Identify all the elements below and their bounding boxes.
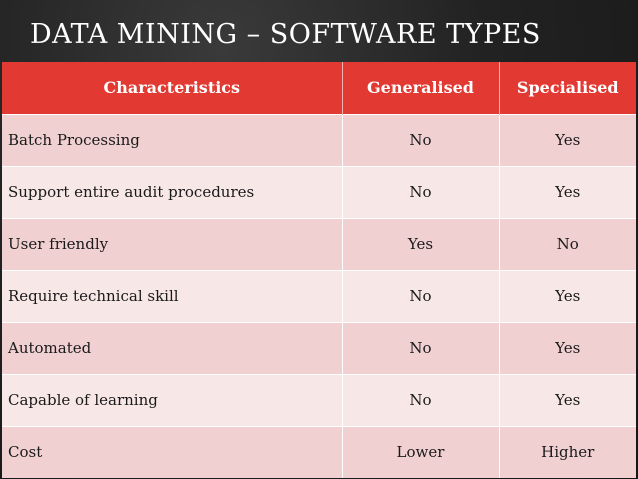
table-row: Require technical skill No Yes xyxy=(2,270,636,322)
characteristic-cell: Require technical skill xyxy=(2,270,343,322)
table-row: Capable of learning No Yes xyxy=(2,374,636,426)
characteristic-cell: User friendly xyxy=(2,218,343,270)
specialised-cell: No xyxy=(556,235,579,253)
comparison-table: Characteristics Generalised Specialised … xyxy=(2,62,636,478)
specialised-cell: Higher xyxy=(541,443,595,462)
generalised-cell: No xyxy=(342,166,500,218)
specialised-cell: Yes xyxy=(555,131,581,149)
generalised-cell: Lower xyxy=(342,426,500,478)
table-row: Cost Lower Higher xyxy=(2,426,636,478)
generalised-cell: Yes xyxy=(342,218,500,270)
specialised-cell: Yes xyxy=(555,339,581,357)
header-specialised: Specialised xyxy=(516,78,619,98)
specialised-cell: Yes xyxy=(555,287,581,305)
generalised-cell: No xyxy=(342,114,500,166)
generalised-cell: No xyxy=(342,374,500,426)
table-row: User friendly Yes No xyxy=(2,218,636,270)
generalised-cell: No xyxy=(342,270,500,322)
specialised-cell: Yes xyxy=(555,183,581,201)
characteristic-cell: Batch Processing xyxy=(2,114,343,166)
specialised-cell: Yes xyxy=(555,391,581,409)
characteristic-cell: Automated xyxy=(2,322,343,374)
characteristic-cell: Capable of learning xyxy=(2,374,343,426)
table-row: Batch Processing No Yes xyxy=(2,114,636,166)
header-generalised: Generalised xyxy=(342,62,500,114)
characteristic-cell: Cost xyxy=(2,426,343,478)
characteristic-cell: Support entire audit procedures xyxy=(2,166,343,218)
header-characteristics: Characteristics xyxy=(2,62,343,114)
table-row: Automated No Yes xyxy=(2,322,636,374)
table-row: Support entire audit procedures No Yes xyxy=(2,166,636,218)
generalised-cell: No xyxy=(342,322,500,374)
slide-title: DATA MINING – SOFTWARE TYPES xyxy=(30,19,541,50)
table-header-row: Characteristics Generalised Specialised xyxy=(2,62,636,114)
